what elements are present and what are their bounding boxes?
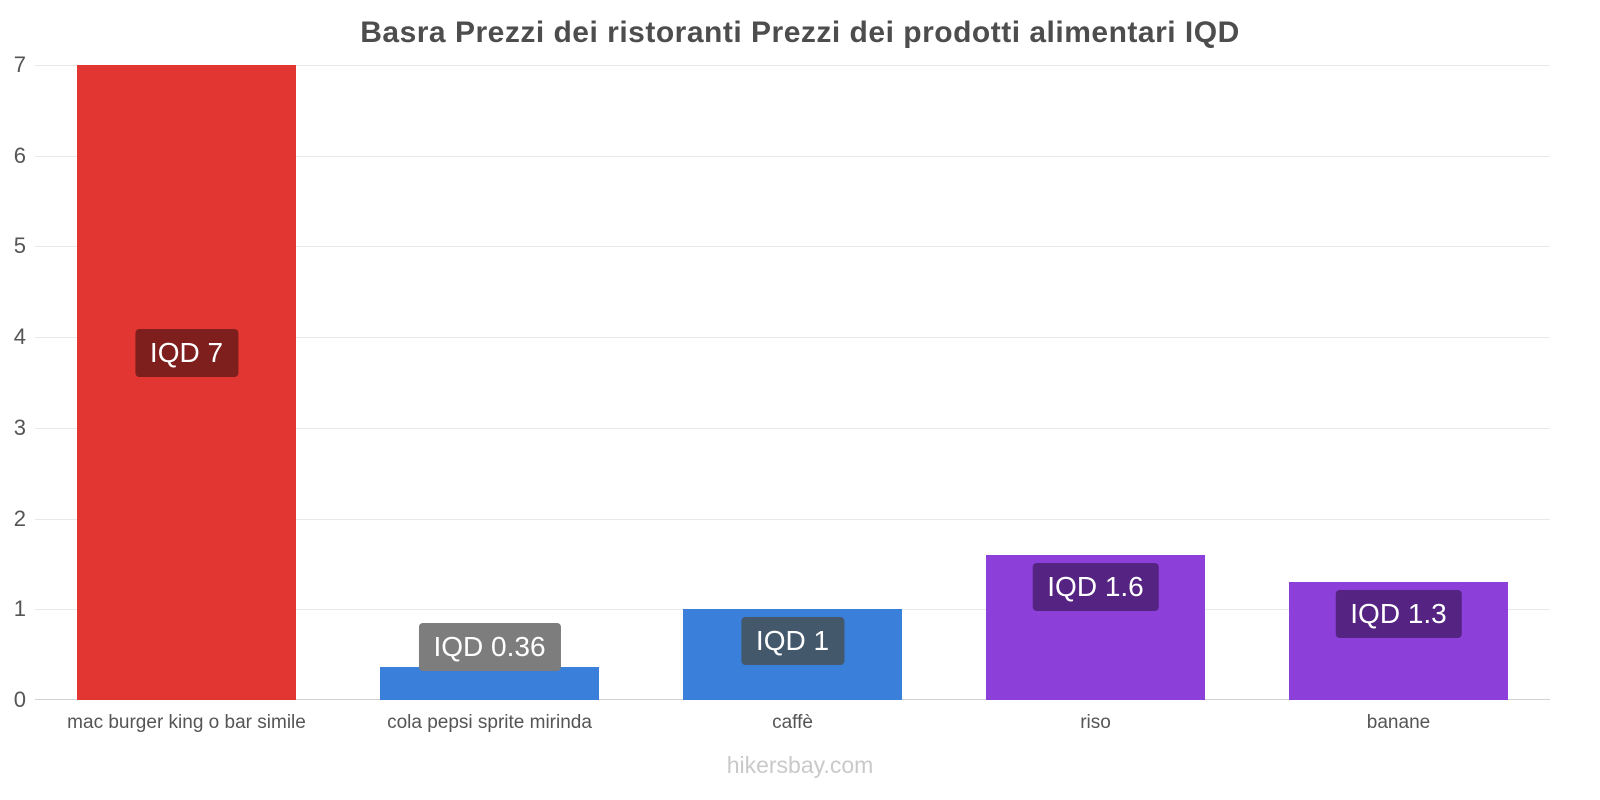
- gridline: [35, 65, 1550, 66]
- y-axis-tick-label: 7: [13, 52, 26, 77]
- y-axis-tick-label: 4: [13, 324, 26, 350]
- gridline: [35, 427, 1550, 429]
- gridline: [35, 518, 1550, 520]
- y-axis-tick-label: 2: [13, 505, 26, 531]
- gridline: [35, 246, 1550, 248]
- x-axis-category-label: mac burger king o bar simile: [67, 712, 306, 733]
- gridline: [35, 155, 1550, 157]
- x-axis-category-label: riso: [1080, 712, 1111, 733]
- bar-value-label: IQD 1: [740, 617, 845, 666]
- chart-title: Basra Prezzi dei ristoranti Prezzi dei p…: [360, 16, 1240, 49]
- bar-value-label: IQD 0.36: [418, 623, 561, 672]
- y-axis-tick-label: 6: [13, 142, 26, 168]
- x-axis: mac burger king o bar simile cola pepsi s…: [35, 712, 1550, 742]
- bar-value-label: IQD 1.3: [1335, 590, 1462, 639]
- bar-value-label: IQD 7: [134, 328, 239, 377]
- gridline: [35, 337, 1550, 339]
- y-axis: 0 1 2 3 4 5 6 7: [0, 52, 26, 712]
- y-axis-tick-label: 0: [13, 687, 26, 712]
- y-axis-tick-label: 5: [13, 233, 26, 259]
- y-axis-tick-label: 3: [13, 414, 26, 440]
- bar[interactable]: [379, 667, 600, 700]
- bar[interactable]: [76, 65, 297, 700]
- plot-area: IQD 7 IQD 0.36 IQD 1 IQD 1.6 IQD 1.3: [35, 65, 1550, 700]
- x-axis-category-label: banane: [1366, 712, 1431, 733]
- y-axis-tick-label: 1: [13, 596, 26, 622]
- bar-value-label: IQD 1.6: [1032, 562, 1159, 611]
- x-axis-category-label: caffè: [772, 712, 813, 733]
- x-axis-category-label: cola pepsi sprite mirinda: [387, 712, 592, 733]
- watermark: hikersbay.com: [726, 752, 874, 778]
